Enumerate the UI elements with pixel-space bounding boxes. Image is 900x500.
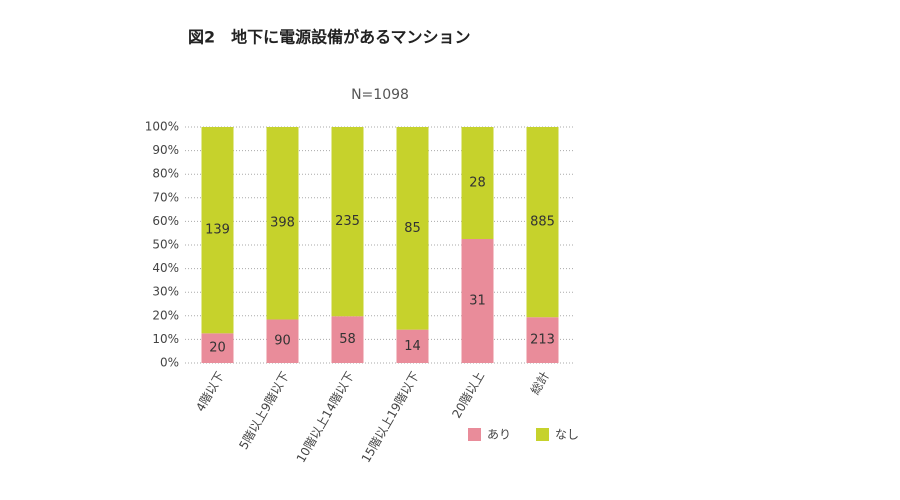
x-tick-label: 10階以上14階以下 — [293, 369, 357, 465]
value-label: 31 — [469, 294, 486, 309]
value-label: 139 — [205, 223, 230, 238]
y-tick-label: 100% — [145, 120, 179, 134]
bar-segment — [526, 127, 559, 318]
bar-segment — [266, 319, 299, 363]
value-label: 14 — [404, 339, 421, 354]
y-tick-label: 90% — [152, 143, 179, 157]
bar-segment — [526, 317, 559, 363]
legend-label: あり — [487, 428, 511, 442]
value-label: 213 — [530, 333, 555, 348]
legend-swatch — [536, 428, 549, 441]
bar-segment — [396, 127, 429, 330]
chart-title: 図2 地下に電源設備があるマンション — [188, 28, 471, 47]
y-tick-label: 80% — [152, 167, 179, 181]
chart-subtitle: N=1098 — [351, 87, 409, 103]
x-tick-label: 4階以下 — [192, 369, 227, 414]
legend-swatch — [468, 428, 481, 441]
value-label: 28 — [469, 176, 486, 191]
y-tick-label: 0% — [160, 356, 179, 370]
value-label: 20 — [209, 341, 226, 356]
y-tick-label: 50% — [152, 238, 179, 252]
y-tick-label: 60% — [152, 214, 179, 228]
x-tick-label: 15階以上19階以下 — [358, 369, 422, 465]
y-tick-label: 10% — [152, 332, 179, 346]
bar-segment — [331, 316, 364, 363]
bar-segment — [266, 127, 299, 320]
bar-segment — [396, 329, 429, 363]
y-tick-label: 30% — [152, 285, 179, 299]
bar-segment — [201, 127, 234, 334]
bar-segment — [201, 333, 234, 363]
x-tick-label: 20階以上 — [448, 369, 487, 421]
value-label: 58 — [339, 332, 356, 347]
y-tick-label: 70% — [152, 190, 179, 204]
value-label: 90 — [274, 334, 291, 349]
x-tick-label: 総計 — [527, 369, 552, 397]
y-tick-label: 20% — [152, 308, 179, 322]
x-tick-label: 5階以上9階以下 — [235, 369, 292, 452]
value-label: 85 — [404, 221, 421, 236]
legend-label: なし — [555, 428, 579, 442]
value-label: 398 — [270, 216, 295, 231]
bar-segment — [461, 239, 494, 363]
y-tick-label: 40% — [152, 261, 179, 275]
bar-segment — [461, 127, 494, 239]
value-label: 885 — [530, 215, 555, 230]
bar-segment — [331, 127, 364, 317]
value-label: 235 — [335, 214, 360, 229]
